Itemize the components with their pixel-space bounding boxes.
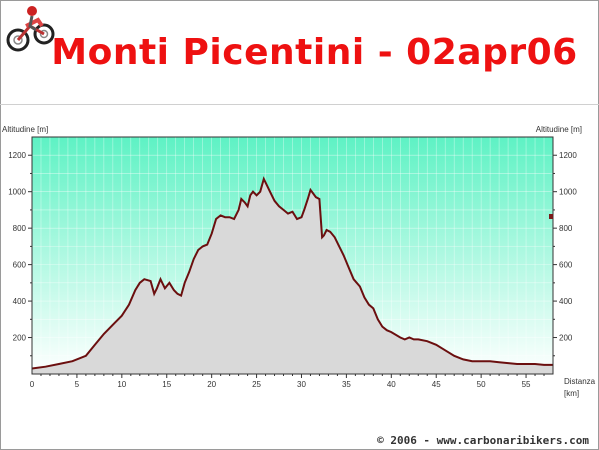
y-tick-label: 1200 [8, 151, 26, 160]
y-tick-label: 800 [13, 224, 27, 233]
divider [0, 104, 599, 105]
x-tick-label: 10 [117, 380, 126, 389]
y-tick-label: 600 [13, 261, 27, 270]
x-tick-label: 40 [387, 380, 396, 389]
y-ticks-right: 200 400 600 800 1000 1200 [553, 151, 577, 357]
right-marker [549, 214, 553, 219]
x-tick-label: 55 [522, 380, 531, 389]
x-ticks: 0 5 10 15 20 25 30 35 40 45 50 55 [30, 374, 545, 389]
y-tick-label: 1000 [559, 188, 577, 197]
y-tick-label: 1200 [559, 151, 577, 160]
motorbike-rider-icon [6, 6, 55, 52]
copyright-footer: © 2006 - www.carbonaribikers.com [377, 434, 589, 447]
y-tick-label: 400 [13, 297, 27, 306]
axis-labels: Altitudine [m] Altitudine [m] Distanza [… [2, 125, 596, 398]
x-tick-label: 15 [162, 380, 171, 389]
gridlines [32, 137, 553, 374]
x-tick-label: 5 [75, 380, 80, 389]
y-tick-label: 200 [13, 334, 27, 343]
x-tick-label: 25 [252, 380, 261, 389]
x-tick-label: 50 [477, 380, 486, 389]
x-tick-label: 45 [432, 380, 441, 389]
x-tick-label: 30 [297, 380, 306, 389]
y-tick-label: 200 [559, 334, 573, 343]
y-tick-label: 1000 [8, 188, 26, 197]
elevation-line [31, 176, 553, 370]
y-ticks-left: 200 400 600 800 1000 1200 [8, 151, 32, 357]
y-tick-label: 800 [559, 224, 573, 233]
x-axis-unit: [km] [564, 389, 579, 398]
y-axis-label-left: Altitudine [m] [2, 125, 48, 134]
y-tick-label: 600 [559, 261, 573, 270]
elevation-chart: Altitudine [m] Altitudine [m] Distanza [… [2, 125, 596, 398]
elevation-area [32, 178, 553, 374]
x-axis-label: Distanza [564, 377, 596, 386]
x-tick-label: 35 [342, 380, 351, 389]
y-axis-label-right: Altitudine [m] [536, 125, 582, 134]
x-tick-label: 20 [207, 380, 216, 389]
x-tick-label: 0 [30, 380, 35, 389]
y-tick-label: 400 [559, 297, 573, 306]
page-title: Monti Picentini - 02apr06 [51, 32, 578, 73]
